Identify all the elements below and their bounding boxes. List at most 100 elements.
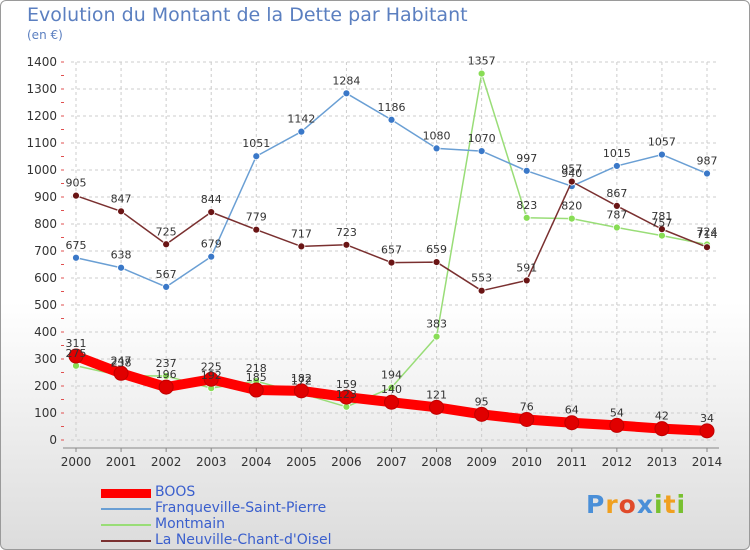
data-point [72,253,80,262]
data-point [297,242,306,251]
x-tick-label: 2013 [647,455,678,469]
data-label: 867 [606,187,627,200]
x-tick-label: 2006 [331,455,362,469]
x-tick-label: 2014 [692,455,723,469]
data-point [522,213,531,222]
y-tick-label: 800 [34,217,57,231]
data-label: 659 [426,243,447,256]
data-point [342,240,351,249]
data-label: 757 [651,217,672,230]
x-tick-label: 2008 [421,455,452,469]
data-point [252,225,261,234]
x-tick-label: 2003 [196,455,227,469]
series-franqueville-saint-pierre [72,89,711,291]
data-label: 847 [111,192,132,205]
legend-label: Franqueville-Saint-Pierre [155,500,327,516]
series-layer [68,69,715,439]
data-label: 140 [381,383,402,396]
legend-swatch [101,488,151,498]
data-point [699,423,715,439]
data-point [252,152,261,161]
data-label: 95 [475,395,489,408]
data-point [432,258,441,266]
y-tick-label: 100 [34,406,57,420]
data-point [248,382,264,398]
data-label: 940 [561,167,582,180]
data-label: 781 [651,210,672,223]
logo-letter: i [654,490,664,519]
data-label: 717 [291,227,312,240]
data-label: 844 [201,193,222,206]
data-label: 723 [336,226,357,239]
x-tick-label: 2002 [151,455,182,469]
data-label: 1080 [423,129,451,142]
y-tick-label: 0 [49,433,57,447]
data-label: 54 [610,406,624,419]
x-tick-label: 2005 [286,455,317,469]
data-point [162,283,171,291]
data-label: 1186 [378,101,406,114]
series-la-neuville-chant-d-oisel [72,177,711,295]
data-label: 1284 [332,74,360,87]
data-point [429,399,445,415]
chart-title: Evolution du Montant de la Dette par Hab… [27,4,468,26]
y-tick-label: 200 [34,379,57,393]
data-label: 820 [561,200,582,213]
data-label: 675 [66,239,87,252]
data-label: 553 [471,272,492,285]
data-label: 725 [156,225,177,238]
data-label: 192 [201,369,222,382]
data-label: 182 [291,372,312,385]
data-label: 714 [697,228,718,241]
data-point [658,225,666,234]
y-tick-label: 700 [34,244,57,258]
data-point [297,127,306,136]
data-label: 76 [520,400,534,413]
data-label: 218 [246,362,267,375]
x-tick-label: 2007 [376,455,407,469]
data-label: 42 [655,410,669,423]
logo-letter: r [605,490,619,519]
logo-letter: i [676,490,687,519]
logo-letter: P [586,490,606,519]
y-tick-label: 1000 [26,163,57,177]
data-point [162,372,171,380]
data-point [609,417,625,433]
x-tick-label: 2000 [61,455,92,469]
data-label: 779 [246,211,267,224]
data-point [522,276,531,285]
data-point [203,371,219,387]
data-point [207,252,216,261]
data-label: 159 [336,378,357,391]
data-point [117,263,125,272]
y-tick-label: 900 [34,190,57,204]
data-point [342,89,351,98]
data-label: 1051 [242,137,270,150]
data-point [113,365,129,381]
chart-unit-label: (en €) [27,28,63,42]
data-label: 905 [66,177,87,190]
data-point [567,177,576,186]
data-label: 1015 [603,147,631,160]
logo-letter: o [618,490,637,519]
legend-swatch [101,508,151,510]
data-point [612,223,621,232]
data-label: 823 [516,199,537,212]
data-point [158,379,174,395]
logo-letter: t [663,490,677,519]
legend-swatch [101,540,151,542]
data-label: 64 [565,404,579,417]
data-label: 724 [697,226,718,239]
legend-swatch [101,524,151,526]
data-point [522,166,531,175]
data-label: 567 [156,268,177,281]
data-label: 247 [111,354,132,367]
data-point [117,207,125,216]
data-point [384,394,399,410]
y-tick-label: 1100 [26,136,57,150]
data-point [703,169,711,178]
data-point [658,231,666,240]
y-tick-label: 500 [34,298,57,312]
